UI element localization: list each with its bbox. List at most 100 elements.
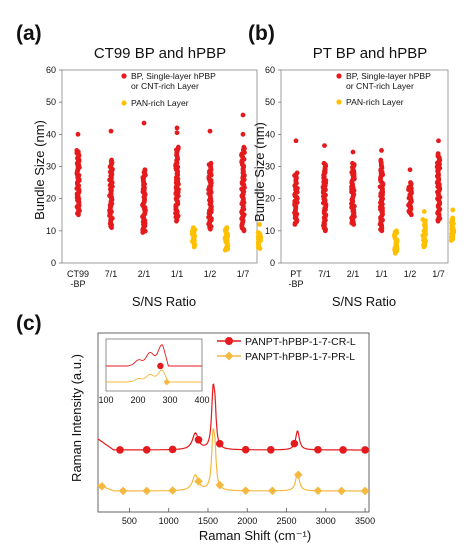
data-point xyxy=(322,143,327,148)
data-point xyxy=(394,228,399,234)
data-point xyxy=(450,215,456,221)
inset-spectra xyxy=(106,344,202,386)
data-point xyxy=(420,217,426,222)
x-tick-label: PT xyxy=(290,269,302,279)
panel-a-x-ticks: CT99-BP 7/1 2/1 1/1 1/2 1/7 xyxy=(67,269,249,289)
panel-b-legend: BP, Single-layer hPBP or CNT-rich Layer … xyxy=(336,71,431,107)
panel-c: (c) Raman Intensity (a.u.) Raman Shift (… xyxy=(16,312,375,543)
data-point xyxy=(208,160,214,166)
y-tick-label: 30 xyxy=(265,162,275,172)
data-point xyxy=(294,170,300,176)
y-tick-label: 60 xyxy=(265,65,275,75)
data-point xyxy=(240,112,246,118)
y-tick-label: 20 xyxy=(46,194,56,204)
x-tick-label: 1/2 xyxy=(404,269,417,279)
spectrum-marker xyxy=(313,486,323,496)
spectrum-marker xyxy=(142,486,152,496)
data-point xyxy=(408,180,413,185)
data-point xyxy=(109,157,114,163)
panel-a-title: CT99 BP and hPBP xyxy=(94,45,226,62)
x-tick-label: 500 xyxy=(122,516,137,526)
data-point xyxy=(142,167,148,173)
inset-x-tick-label: 300 xyxy=(162,395,177,405)
legend-marker-red xyxy=(121,73,127,79)
panel-b-points xyxy=(292,138,457,256)
data-point xyxy=(350,160,355,166)
spectrum-marker xyxy=(337,486,346,496)
spectrum-marker xyxy=(294,470,303,480)
spectrum-marker xyxy=(267,445,275,454)
legend-label-red-2: or CNT-rich Layer xyxy=(346,81,414,91)
y-tick-label: 60 xyxy=(46,65,56,75)
x-tick-label: 1/7 xyxy=(432,269,445,279)
spectrum-marker xyxy=(290,439,299,448)
data-point xyxy=(241,144,247,150)
data-point xyxy=(436,138,441,144)
x-tick-label: 1/2 xyxy=(204,269,217,279)
x-tick-label: 7/1 xyxy=(318,269,331,279)
legend-label-orange: PANPT-hPBP-1-7-PR-L xyxy=(245,351,355,363)
x-tick-label: 3000 xyxy=(316,516,336,526)
y-tick-label: 10 xyxy=(46,226,56,236)
panel-c-spectra xyxy=(97,383,370,496)
data-point xyxy=(435,151,441,157)
data-point xyxy=(174,130,180,136)
inset-x-ticks: 100 200 300 400 xyxy=(98,395,209,405)
legend-label-red-1: BP, Single-layer hPBP xyxy=(131,71,216,81)
x-tick-label: 1/1 xyxy=(171,269,184,279)
spectrum-marker xyxy=(268,486,277,496)
legend-label-red: PANPT-hPBP-1-7-CR-L xyxy=(245,336,356,348)
y-tick-label: 20 xyxy=(265,194,275,204)
legend-marker-red xyxy=(336,73,342,79)
data-point xyxy=(108,128,114,134)
data-point xyxy=(174,125,180,131)
spectrum-line xyxy=(97,428,369,492)
data-point xyxy=(255,230,261,235)
panel-a-y-ticks: 0 10 20 30 40 50 60 xyxy=(46,65,62,268)
spectrum-marker xyxy=(241,445,250,454)
data-point xyxy=(190,225,196,231)
panel-c-letter: (c) xyxy=(16,312,42,335)
spectrum-marker xyxy=(168,445,177,454)
panel-a-letter: (a) xyxy=(16,22,42,45)
spectrum-marker xyxy=(361,446,369,454)
data-point xyxy=(74,148,80,153)
data-point xyxy=(321,160,327,166)
spectrum-marker xyxy=(215,480,225,490)
inset-frame xyxy=(105,338,203,392)
y-tick-label: 40 xyxy=(265,129,275,139)
inset-x-tick-label: 200 xyxy=(130,395,145,405)
data-point xyxy=(293,138,299,144)
y-tick-label: 50 xyxy=(46,97,56,107)
panel-a: (a) CT99 BP and hPBP Bundle Size (nm) S/… xyxy=(16,22,264,309)
inset-line xyxy=(106,369,202,383)
data-point xyxy=(379,148,384,153)
x-tick-label: -BP xyxy=(70,279,85,289)
data-point xyxy=(421,209,427,214)
x-tick-label: 1500 xyxy=(198,516,218,526)
panel-c-xlabel: Raman Shift (cm⁻¹) xyxy=(199,528,311,543)
spectrum-marker xyxy=(194,435,203,444)
data-point xyxy=(175,144,181,150)
x-tick-label: 1000 xyxy=(159,516,179,526)
y-tick-label: 50 xyxy=(265,97,275,107)
panel-c-x-ticks: 500 1000 1500 2000 2500 3000 3500 xyxy=(122,508,375,526)
x-tick-label: 1/7 xyxy=(237,269,250,279)
panel-b-xlabel: S/NS Ratio xyxy=(332,294,396,309)
panel-c-legend: PANPT-hPBP-1-7-CR-L PANPT-hPBP-1-7-PR-L xyxy=(217,336,356,363)
panel-a-points xyxy=(74,112,264,253)
data-point xyxy=(257,222,262,227)
panel-c-inset: 100 200 300 400 xyxy=(98,338,210,405)
spectrum-marker xyxy=(116,446,124,454)
x-tick-label: 2/1 xyxy=(138,269,151,279)
inset-marker xyxy=(163,378,171,386)
panel-a-xlabel: S/NS Ratio xyxy=(132,294,196,309)
panel-b-ylabel: Bundle Size (nm) xyxy=(252,122,267,222)
legend-label-red-1: BP, Single-layer hPBP xyxy=(346,71,431,81)
spectrum-marker xyxy=(142,446,151,454)
panel-a-legend: BP, Single-layer hPBP or CNT-rich Layer … xyxy=(121,71,216,108)
spectrum-marker xyxy=(168,486,177,495)
y-tick-label: 0 xyxy=(270,258,275,268)
